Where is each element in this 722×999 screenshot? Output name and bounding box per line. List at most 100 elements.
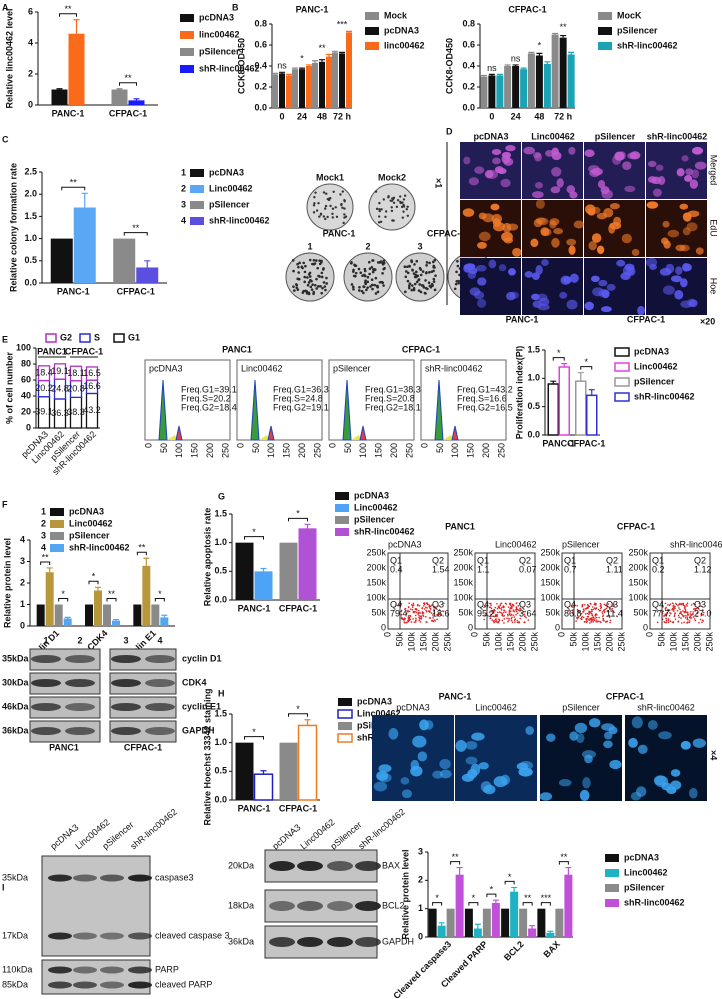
event [689,617,692,619]
column-label: pcDNA3 [473,131,508,141]
bar [113,238,136,283]
event [510,610,512,613]
flow-y-tick: 200k [540,562,560,572]
event [684,614,687,617]
event [581,605,584,608]
event [426,603,429,606]
event [439,609,441,612]
colony-dot [312,258,316,262]
significance: * [557,348,561,358]
y-tick-label: 1.0 [527,373,540,383]
event [656,610,659,613]
event [400,603,403,605]
nucleus [661,782,672,791]
legend-swatch [614,347,630,357]
nucleus [417,751,428,762]
legend-swatch [113,333,125,343]
event [684,609,687,611]
event [582,616,585,619]
event [701,609,704,611]
band [65,655,95,663]
nucleus [566,238,577,246]
event [669,620,672,623]
bar [528,928,537,937]
x-tick-label: 0 [489,111,494,121]
flow-y-tick: 0 [643,622,648,632]
y-tick-label: 0.8 [254,18,267,28]
event [572,609,574,611]
colony-dot [322,268,325,271]
colony-dot [382,267,385,271]
event [501,606,503,609]
colony-dot [378,201,381,205]
event [600,606,603,609]
colony-dot [455,270,458,274]
nucleus [478,762,489,770]
nucleus [484,170,494,179]
event [517,604,520,607]
bar [488,75,496,108]
colony-dot [376,284,379,288]
event [607,603,610,605]
event [608,616,611,618]
error-bar [438,922,445,926]
x-tick-label: CFPAC-1 [279,603,317,613]
event [508,619,510,622]
colony-dot [391,219,394,222]
event [523,615,526,618]
panel-letter: E [2,334,8,344]
nucleus [550,186,561,194]
quadrant-value: 1.54 [432,564,450,574]
nucleus [490,203,500,211]
event [495,619,497,622]
event [514,618,517,621]
band [128,932,152,940]
event [702,611,705,614]
event [589,622,591,624]
nucleus [551,151,562,161]
nucleus [628,737,638,748]
legend-swatch [335,492,349,500]
event [499,603,502,605]
colony-dot [316,266,319,270]
nucleus [553,228,564,235]
event [586,607,589,609]
colony-dot [422,286,426,289]
colony-dot [366,280,370,284]
event [443,602,445,605]
nucleus [574,722,588,734]
group-label: PANC1 [37,346,67,356]
colony-dot [303,275,307,279]
band [145,655,175,663]
magnification: ×20 [700,316,715,326]
colony-dot [430,270,434,274]
colony-dot [373,283,377,287]
lane-label: 4 [157,635,162,645]
colony-dot [402,203,405,207]
group-label: PANC1 [222,344,252,354]
event [588,605,591,608]
event [502,605,504,607]
legend-swatch [365,27,379,35]
event [432,614,434,616]
nucleus [649,263,657,270]
colony-dot [384,215,387,219]
colony-dot [428,271,431,274]
band [269,861,295,871]
nucleus [663,240,671,249]
histogram-frame [420,359,507,441]
significance: ** [108,589,116,599]
event [502,606,505,609]
colony-dot [377,221,381,224]
histogram-frame [144,359,231,441]
colony-dot [309,285,313,289]
colony-dot [310,279,313,283]
event [431,619,434,622]
colony-dot [453,287,457,291]
bar [292,69,298,108]
nucleus [477,298,487,308]
colony-dot [457,281,461,285]
colony-dot [308,258,312,262]
colony-dot [371,270,375,274]
y-tick-label: 1.5 [214,508,227,518]
